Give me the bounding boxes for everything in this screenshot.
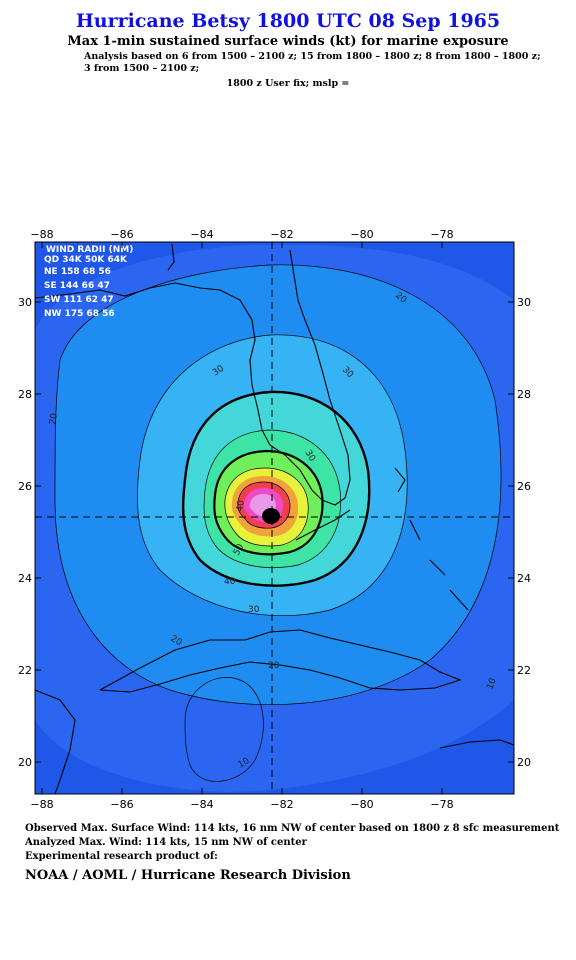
longitude-labels-top: −88 −86 −84 −82 −80 −78 <box>30 228 453 241</box>
mobile-bay <box>167 243 175 271</box>
radius-34kt-line <box>181 390 371 587</box>
latitude-labels-right: 30 28 26 24 22 20 <box>517 296 531 769</box>
yucatan-coastline <box>35 689 76 794</box>
lon-tick-label: −80 <box>350 228 373 241</box>
contour-label: 20 <box>48 412 60 425</box>
lon-tick-label: −86 <box>110 798 133 811</box>
analysis-description: Analysis based on 6 from 1500 – 2100 z; … <box>84 51 554 75</box>
contour-label: 20 <box>268 661 280 671</box>
contour-label: 30 <box>248 605 260 615</box>
wind-contour-field: 20 20 20 20 10 10 30 30 30 30 40 40 50 W… <box>35 242 514 794</box>
lon-tick-label: −80 <box>350 798 373 811</box>
contour-lines <box>54 264 502 782</box>
lat-tick-label: 30 <box>517 296 531 309</box>
lat-tick-label: 24 <box>18 572 32 585</box>
lat-tick-label: 22 <box>18 664 32 677</box>
map-frame <box>34 241 515 795</box>
experimental-note: Experimental research product of: <box>25 851 218 862</box>
lat-tick-label: 28 <box>517 388 531 401</box>
lon-tick-label: −84 <box>190 228 213 241</box>
contour-label: 10 <box>485 677 498 691</box>
lat-tick-label: 20 <box>18 756 32 769</box>
lon-tick-label: −82 <box>270 228 293 241</box>
user-fix-line: 1800 z User fix; mslp = <box>226 78 350 89</box>
longitude-labels-bottom: −88 −86 −84 −82 −80 −78 <box>30 798 453 811</box>
radius-64kt-line <box>213 449 324 556</box>
wind-radii-row-nw: NW 175 68 56 <box>44 309 115 319</box>
wind-radii-row-sw: SW 111 62 47 <box>44 295 114 305</box>
lon-tick-label: −88 <box>30 798 53 811</box>
lat-tick-label: 22 <box>517 664 531 677</box>
observed-max-wind: Observed Max. Surface Wind: 114 kts, 16 … <box>25 823 560 834</box>
wind-radii-title: WIND RADII (NM) <box>46 245 133 255</box>
contour-label: 40 <box>235 499 247 512</box>
agency-credit: NOAA / AOML / Hurricane Research Divisio… <box>25 868 351 883</box>
lon-tick-label: −84 <box>190 798 213 811</box>
lon-tick-label: −88 <box>30 228 53 241</box>
hispaniola-coastline <box>439 739 514 749</box>
lat-tick-label: 28 <box>18 388 32 401</box>
storm-eye <box>262 508 280 524</box>
lat-tick-label: 30 <box>18 296 32 309</box>
analyzed-max-wind: Analyzed Max. Wind: 114 kts, 15 nm NW of… <box>25 837 307 848</box>
wind-radii-table: WIND RADII (NM) QD 34K 50K 64K NE 158 68… <box>44 245 133 319</box>
lon-tick-label: −82 <box>270 798 293 811</box>
latitude-labels-left: 30 28 26 24 22 20 <box>18 296 32 769</box>
map-subtitle: Max 1-min sustained surface winds (kt) f… <box>67 34 509 49</box>
wind-radii-columns: QD 34K 50K 64K <box>44 255 128 265</box>
analysis-line-2: 3 from 1500 – 2100 z; <box>84 63 200 74</box>
florida-coastline <box>35 249 351 506</box>
coastlines <box>35 243 514 794</box>
lon-tick-label: −86 <box>110 228 133 241</box>
lat-tick-label: 26 <box>517 480 531 493</box>
lon-tick-label: −78 <box>430 798 453 811</box>
map-title: Hurricane Betsy 1800 UTC 08 Sep 1965 <box>75 10 501 32</box>
bahamas-coastline <box>394 467 469 611</box>
lat-tick-label: 26 <box>18 480 32 493</box>
cuba-coastline <box>99 629 462 693</box>
axis-ticks <box>35 242 514 794</box>
florida-keys <box>295 509 351 541</box>
lon-tick-label: −78 <box>430 228 453 241</box>
analysis-line-1: Analysis based on 6 from 1500 – 2100 z; … <box>84 51 541 62</box>
wind-radii-row-ne: NE 158 68 56 <box>44 267 111 277</box>
contour-label: 40 <box>224 577 236 587</box>
lat-tick-label: 20 <box>517 756 531 769</box>
wind-radii-row-se: SE 144 66 47 <box>44 281 110 291</box>
lat-tick-label: 24 <box>517 572 531 585</box>
